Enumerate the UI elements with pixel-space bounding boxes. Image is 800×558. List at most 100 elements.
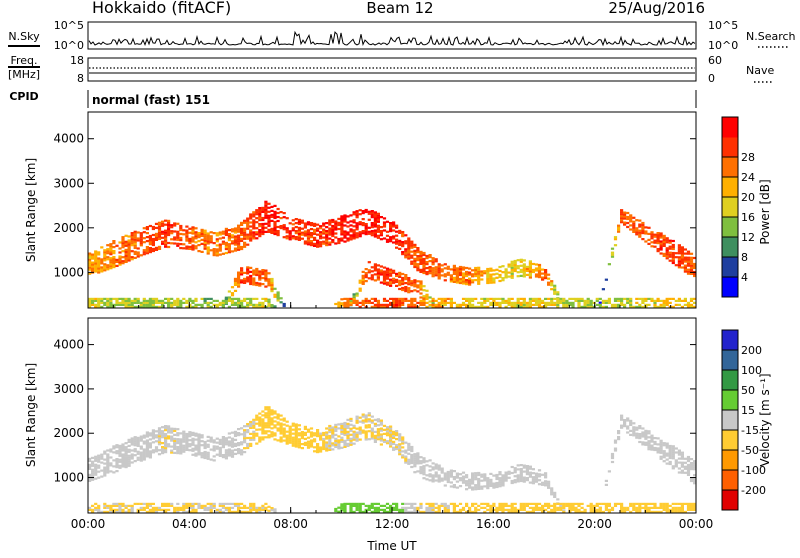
- velocity-cell: [395, 438, 399, 441]
- power-cell: [580, 305, 584, 308]
- power-cell: [662, 252, 666, 255]
- power-cell: [659, 236, 663, 239]
- power-cell: [458, 305, 463, 308]
- power-cell: [385, 271, 390, 274]
- velocity-cell: [632, 506, 636, 509]
- power-cell: [124, 299, 128, 302]
- power-cell: [641, 225, 645, 229]
- velocity-cell: [401, 454, 405, 457]
- velocity-cell: [562, 510, 566, 513]
- power-cell: [416, 284, 420, 287]
- power-cell: [376, 268, 380, 271]
- power-cell: [176, 297, 180, 300]
- velocity-cell: [468, 480, 472, 483]
- velocity-cell: [191, 431, 195, 434]
- power-cell: [650, 233, 654, 236]
- velocity-cell: [474, 508, 478, 511]
- velocity-cell: [519, 504, 523, 507]
- power-cell: [127, 247, 131, 250]
- velocity-cell: [154, 430, 159, 433]
- power-cell: [376, 236, 380, 239]
- velocity-cell: [118, 502, 122, 505]
- power-cell: [255, 233, 259, 236]
- power-cell: [534, 301, 539, 304]
- velocity-cell: [401, 456, 405, 459]
- power-cell: [88, 260, 92, 263]
- velocity-cell: [246, 431, 250, 434]
- velocity-cell: [601, 502, 605, 505]
- power-cell: [358, 209, 362, 212]
- power-cell: [130, 256, 134, 259]
- power-cell: [620, 209, 624, 212]
- power-cell: [270, 205, 274, 208]
- velocity-cell: [349, 508, 353, 511]
- velocity-cell: [270, 419, 274, 422]
- velocity-cell: [626, 425, 630, 428]
- power-cell: [431, 305, 435, 308]
- velocity-cell: [544, 472, 548, 475]
- power-cell: [629, 301, 633, 304]
- velocity-cell: [221, 438, 225, 441]
- velocity-cell: [185, 432, 189, 436]
- power-cell: [249, 215, 253, 218]
- velocity-cell: [288, 433, 292, 436]
- power-cell: [136, 255, 140, 258]
- velocity-cell: [568, 510, 572, 513]
- velocity-cell: [534, 480, 539, 483]
- power-cell: [273, 287, 277, 290]
- power-cell: [373, 231, 377, 234]
- velocity-cell: [358, 506, 362, 509]
- velocity-cell: [361, 419, 365, 422]
- power-cell: [507, 303, 511, 306]
- velocity-cell: [334, 437, 338, 440]
- velocity-cell: [176, 510, 180, 513]
- velocity-cell: [671, 510, 675, 513]
- velocity-cell: [124, 504, 128, 507]
- velocity-cell: [124, 506, 128, 509]
- velocity-cell: [91, 456, 95, 459]
- velocity-cell: [677, 457, 681, 460]
- power-cell: [112, 250, 116, 253]
- power-cell: [550, 280, 554, 283]
- velocity-cell: [106, 510, 110, 513]
- velocity-cell: [525, 502, 529, 505]
- power-cell: [252, 303, 256, 306]
- velocity-cell: [516, 464, 520, 467]
- velocity-cell: [331, 428, 335, 431]
- velocity-cell: [489, 506, 493, 509]
- velocity-cell: [519, 506, 523, 509]
- power-cell: [130, 305, 134, 308]
- velocity-cell: [683, 467, 687, 470]
- velocity-cell: [154, 450, 159, 453]
- power-cell: [468, 279, 472, 282]
- power-cell: [346, 225, 350, 228]
- velocity-cell: [136, 508, 140, 511]
- velocity-cell: [382, 504, 387, 507]
- power-cell: [127, 253, 131, 256]
- velocity-cell: [164, 508, 168, 511]
- velocity-cell: [486, 479, 490, 482]
- velocity-cell: [401, 442, 405, 445]
- power-cell: [468, 297, 472, 300]
- velocity-cell: [626, 506, 630, 509]
- velocity-cell: [531, 480, 535, 483]
- power-cell: [157, 299, 162, 302]
- power-cell: [516, 303, 520, 306]
- velocity-cell: [294, 439, 298, 442]
- power-cell: [498, 301, 502, 304]
- velocity-cell: [422, 459, 426, 462]
- velocity-cell: [693, 464, 697, 467]
- power-cell: [434, 270, 438, 273]
- velocity-cell: [434, 471, 438, 474]
- power-cell: [455, 279, 459, 282]
- power-cell: [203, 237, 207, 240]
- power-cell: [671, 257, 675, 261]
- power-cell: [510, 301, 514, 304]
- velocity-cell: [288, 439, 292, 442]
- velocity-cell: [638, 425, 642, 428]
- power-cell: [358, 221, 362, 224]
- power-cell: [425, 297, 429, 300]
- power-cell: [124, 303, 128, 306]
- power-cell: [161, 305, 165, 308]
